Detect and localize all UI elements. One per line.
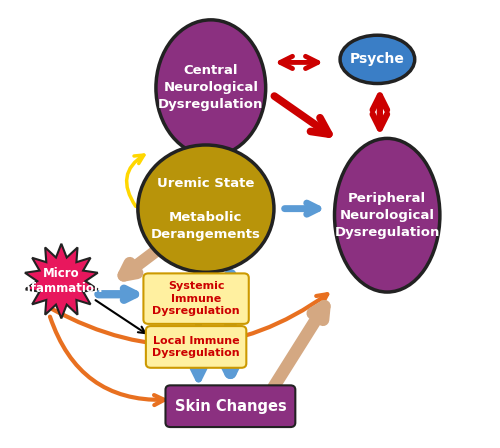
Text: Psyche: Psyche — [350, 52, 405, 66]
Ellipse shape — [138, 145, 274, 272]
FancyBboxPatch shape — [166, 385, 296, 427]
Polygon shape — [189, 116, 223, 215]
Text: Micro
Infammation: Micro Infammation — [19, 267, 103, 295]
FancyBboxPatch shape — [144, 273, 249, 324]
FancyBboxPatch shape — [146, 326, 246, 368]
Ellipse shape — [156, 20, 266, 156]
Text: Local Immune
Dysregulation: Local Immune Dysregulation — [152, 336, 240, 358]
Text: Central
Neurological
Dysregulation: Central Neurological Dysregulation — [158, 65, 264, 112]
Text: Systemic
Immune
Dysregulation: Systemic Immune Dysregulation — [152, 281, 240, 316]
Polygon shape — [25, 244, 98, 319]
Ellipse shape — [340, 35, 414, 83]
Ellipse shape — [334, 138, 440, 292]
Text: Uremic State

Metabolic
Derangements: Uremic State Metabolic Derangements — [151, 177, 261, 241]
Text: Peripheral
Neurological
Dysregulation: Peripheral Neurological Dysregulation — [334, 192, 440, 239]
Text: Skin Changes: Skin Changes — [174, 399, 286, 414]
